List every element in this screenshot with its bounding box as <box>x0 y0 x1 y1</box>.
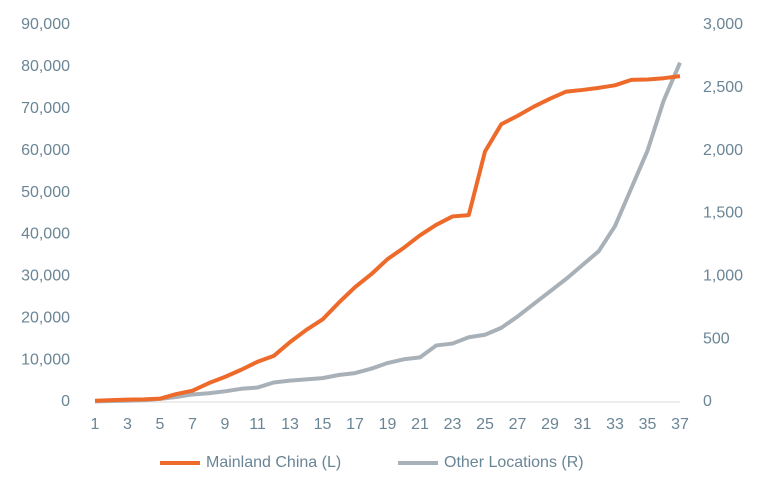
legend-label: Other Locations (R) <box>444 454 584 471</box>
x-tick-label: 33 <box>606 416 624 433</box>
x-tick-label: 35 <box>639 416 657 433</box>
x-tick-label: 25 <box>476 416 494 433</box>
y2-tick-label: 2,500 <box>703 79 743 96</box>
y-tick-label: 20,000 <box>21 309 70 326</box>
x-tick-label: 3 <box>123 416 132 433</box>
y2-tick-label: 0 <box>703 393 712 410</box>
series-line <box>94 61 682 404</box>
x-tick-label: 23 <box>444 416 462 433</box>
x-tick-label: 21 <box>411 416 429 433</box>
x-tick-label: 7 <box>188 416 197 433</box>
x-tick-label: 19 <box>379 416 397 433</box>
y-tick-label: 70,000 <box>21 100 70 117</box>
y-tick-label: 30,000 <box>21 268 70 285</box>
y-tick-label: 40,000 <box>21 226 70 243</box>
x-tick-label: 27 <box>509 416 527 433</box>
y-tick-label: 10,000 <box>21 351 70 368</box>
x-tick-label: 11 <box>249 416 266 433</box>
y2-tick-label: 3,000 <box>703 16 743 33</box>
x-tick-label: 31 <box>574 416 592 433</box>
y2-tick-label: 500 <box>703 330 730 347</box>
x-tick-label: 17 <box>346 416 364 433</box>
y-tick-label: 80,000 <box>21 58 70 75</box>
x-tick-label: 13 <box>281 416 299 433</box>
series-line <box>94 74 681 403</box>
y2-tick-label: 2,000 <box>703 142 743 159</box>
x-tick-label: 15 <box>314 416 332 433</box>
y2-tick-label: 1,500 <box>703 205 743 222</box>
y-tick-label: 90,000 <box>21 16 70 33</box>
legend-label: Mainland China (L) <box>206 454 341 471</box>
y2-tick-label: 1,000 <box>703 268 743 285</box>
x-tick-label: 29 <box>541 416 559 433</box>
x-tick-label: 1 <box>91 416 100 433</box>
y-tick-label: 0 <box>61 393 70 410</box>
x-tick-label: 9 <box>221 416 230 433</box>
x-tick-label: 5 <box>156 416 165 433</box>
y-tick-label: 50,000 <box>21 184 70 201</box>
y-tick-label: 60,000 <box>21 142 70 159</box>
x-tick-label: 37 <box>671 416 689 433</box>
